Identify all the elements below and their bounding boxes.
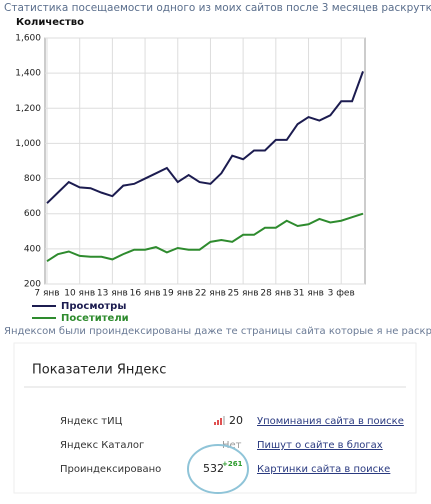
y-tick-label: 1,400 (15, 69, 41, 79)
series-line (46, 212, 364, 262)
y-tick-label: 800 (24, 174, 41, 184)
panel-title: Показатели Яндекс (32, 363, 166, 378)
x-tick-label: 19 янв (162, 289, 193, 299)
row-delta: +261 (222, 460, 243, 468)
plot: 200 400 600 800 1,000 1,200 1,400 1,600 7 янв 10 … (15, 34, 365, 299)
row-value: 532 (203, 462, 224, 475)
row-label: Яндекс Каталог (60, 440, 144, 451)
y-tick-label: 400 (24, 244, 41, 254)
y-axis-title: Количество (16, 17, 84, 28)
x-tick-label: 31 янв (293, 289, 324, 299)
row-value: 20 (229, 414, 243, 427)
legend-label: Просмотры (61, 301, 126, 312)
row-label: Яндекс тИЦ (60, 416, 123, 427)
tic-icon (214, 416, 225, 425)
y-tick-label: 1,000 (15, 139, 41, 149)
link[interactable]: Пишут о сайте в блогах (257, 440, 383, 451)
y-tick-label: 200 (24, 280, 41, 290)
y-tick-label: 1,200 (15, 104, 41, 114)
note: Яндексом были проиндексированы даже те с… (4, 326, 431, 337)
x-tick-label: 3 фев (328, 289, 355, 299)
x-tick-label: 7 янв (34, 289, 59, 299)
legend-label: Посетители (61, 313, 129, 324)
y-tick-label: 1,600 (15, 34, 41, 44)
series-line (46, 71, 364, 204)
x-tick-label: 25 янв (228, 289, 259, 299)
link[interactable]: Картинки сайта в поиске (257, 464, 390, 475)
x-tick-label: 13 янв (97, 289, 128, 299)
row-value: Нет (222, 440, 242, 451)
row-label: Проиндексировано (60, 464, 161, 475)
y-tick-label: 600 (24, 209, 41, 219)
page-title: Статистика посещаемости одного из моих с… (4, 2, 431, 14)
plot-frame (44, 37, 366, 285)
link[interactable]: Упоминания сайта в поиске (257, 416, 404, 427)
hand-circle (187, 444, 249, 494)
x-tick-label: 16 янв (130, 289, 161, 299)
x-tick-label: 22 янв (195, 289, 226, 299)
x-tick-label: 28 янв (260, 289, 291, 299)
x-tick-label: 10 янв (64, 289, 95, 299)
